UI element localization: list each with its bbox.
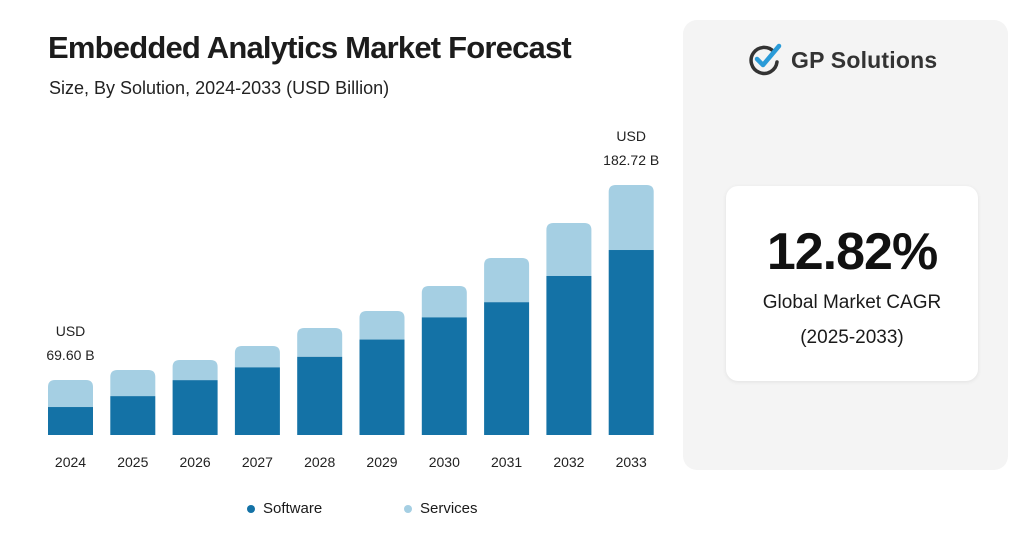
cagr-card: 12.82% Global Market CAGR (2025-2033) — [726, 186, 978, 381]
x-tick-label: 2026 — [180, 454, 211, 470]
bar-software-2033 — [608, 250, 654, 435]
bar-services-2027 — [234, 346, 280, 368]
bar-services-2028 — [297, 327, 343, 357]
x-tick-label: 2024 — [55, 454, 86, 470]
bar-software-2032 — [546, 275, 592, 435]
bar-software-2024 — [48, 407, 93, 435]
bar-software-2025 — [110, 396, 156, 435]
summary-panel: GP Solutions 12.82% Global Market CAGR (… — [683, 20, 1008, 470]
legend-label-services: Services — [420, 500, 478, 517]
x-tick-label: 2032 — [553, 454, 584, 470]
bar-services-2024 — [48, 380, 93, 408]
legend-swatch-software — [247, 504, 255, 513]
chart-title: Embedded Analytics Market Forecast — [48, 30, 572, 65]
x-tick-label: 2029 — [366, 454, 397, 470]
data-label-value: 182.72 B — [603, 152, 659, 168]
x-tick-label: 2025 — [117, 454, 148, 470]
cagr-period: (2025-2033) — [800, 327, 904, 348]
data-label-currency: USD — [56, 323, 86, 339]
bar-services-2031 — [484, 257, 530, 303]
bar-software-2029 — [359, 339, 405, 435]
bar-services-2030 — [421, 286, 467, 318]
bar-services-2025 — [110, 370, 156, 397]
cagr-value: 12.82% — [766, 223, 938, 281]
data-label-value: 69.60 B — [46, 347, 94, 363]
legend-label-software: Software — [263, 500, 323, 517]
x-tick-label: 2033 — [616, 454, 647, 470]
cagr-label: Global Market CAGR — [762, 292, 942, 313]
bar-software-2031 — [484, 302, 530, 435]
x-tick-label: 2028 — [304, 454, 335, 470]
bar-services-2029 — [359, 311, 405, 340]
bar-services-2026 — [172, 360, 218, 381]
chart-subtitle: Size, By Solution, 2024-2033 (USD Billio… — [49, 78, 390, 98]
legend-item-software: Software — [247, 500, 322, 517]
legend-item-services: Services — [404, 500, 478, 517]
bar-software-2026 — [172, 380, 218, 435]
bar-software-2030 — [421, 317, 467, 435]
check-circle-icon — [749, 43, 782, 76]
brand-logo: GP Solutions — [747, 42, 937, 78]
bar-software-2027 — [234, 367, 280, 435]
x-tick-label: 2031 — [491, 454, 522, 470]
x-tick-label: 2027 — [242, 454, 273, 470]
bar-services-2033 — [608, 185, 654, 251]
x-tick-label: 2030 — [429, 454, 460, 470]
data-label-currency: USD — [616, 128, 646, 144]
stacked-bar-chart: 2024 2025 2026 2027 2028 2029 2030 2031 2032 2033… — [46, 128, 659, 470]
brand-name: GP Solutions — [791, 46, 938, 73]
legend-swatch-services — [404, 504, 412, 513]
bar-services-2032 — [546, 222, 592, 276]
bar-software-2028 — [297, 356, 343, 435]
